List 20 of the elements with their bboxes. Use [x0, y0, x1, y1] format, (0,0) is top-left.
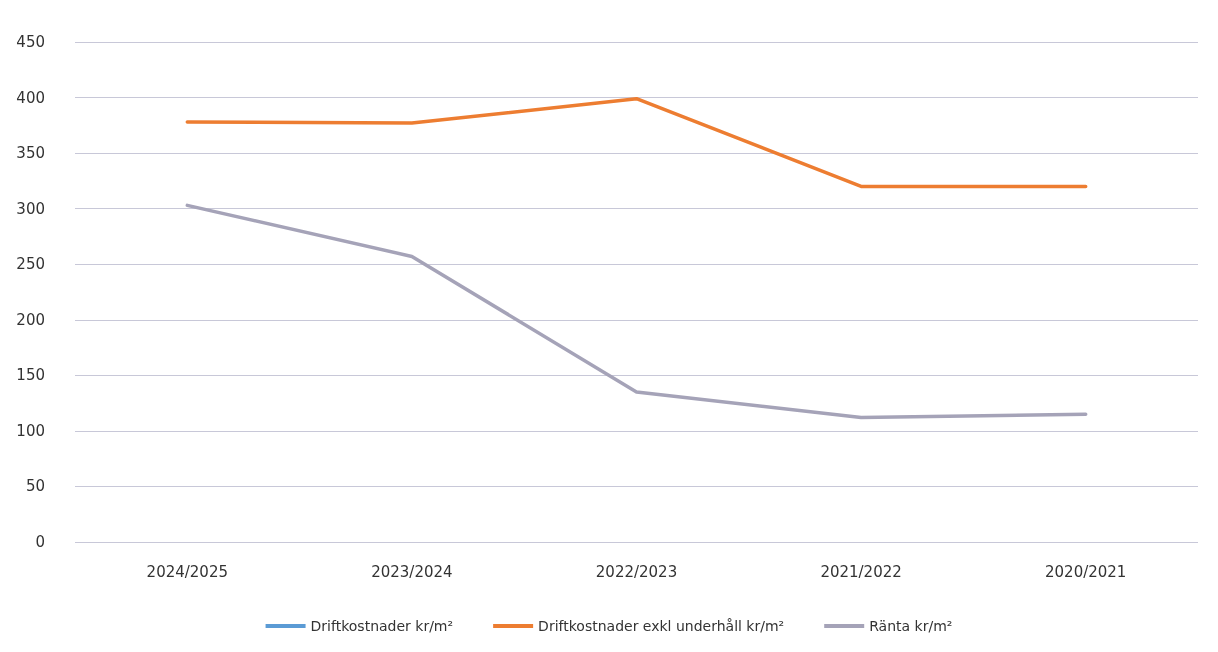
legend-label: Ränta kr/m² — [869, 618, 953, 634]
y-tick-label: 350 — [16, 144, 45, 163]
y-tick-label: 400 — [16, 88, 45, 107]
y-tick-label: 250 — [16, 255, 45, 274]
legend-label: Driftkostnader exkl underhåll kr/m² — [538, 618, 785, 634]
y-tick-label: 300 — [16, 199, 45, 218]
y-tick-label: 200 — [16, 310, 45, 329]
line-series — [185, 203, 1088, 420]
legend-label: Driftkostnader kr/m² — [310, 618, 454, 634]
x-tick-label: 2021/2022 — [820, 562, 902, 581]
x-tick-label: 2022/2023 — [595, 562, 678, 581]
y-tick-label: 150 — [16, 366, 45, 385]
y-tick-label: 50 — [25, 477, 45, 496]
x-tick-label: 2023/2024 — [371, 562, 453, 581]
x-tick-label: 2020/2021 — [1045, 562, 1127, 581]
y-tick-label: 0 — [35, 533, 45, 551]
y-tick-label: 100 — [16, 421, 45, 440]
y-tick-label: 450 — [16, 33, 45, 51]
x-tick-label: 2024/2025 — [146, 562, 228, 581]
line-series — [185, 96, 1088, 189]
